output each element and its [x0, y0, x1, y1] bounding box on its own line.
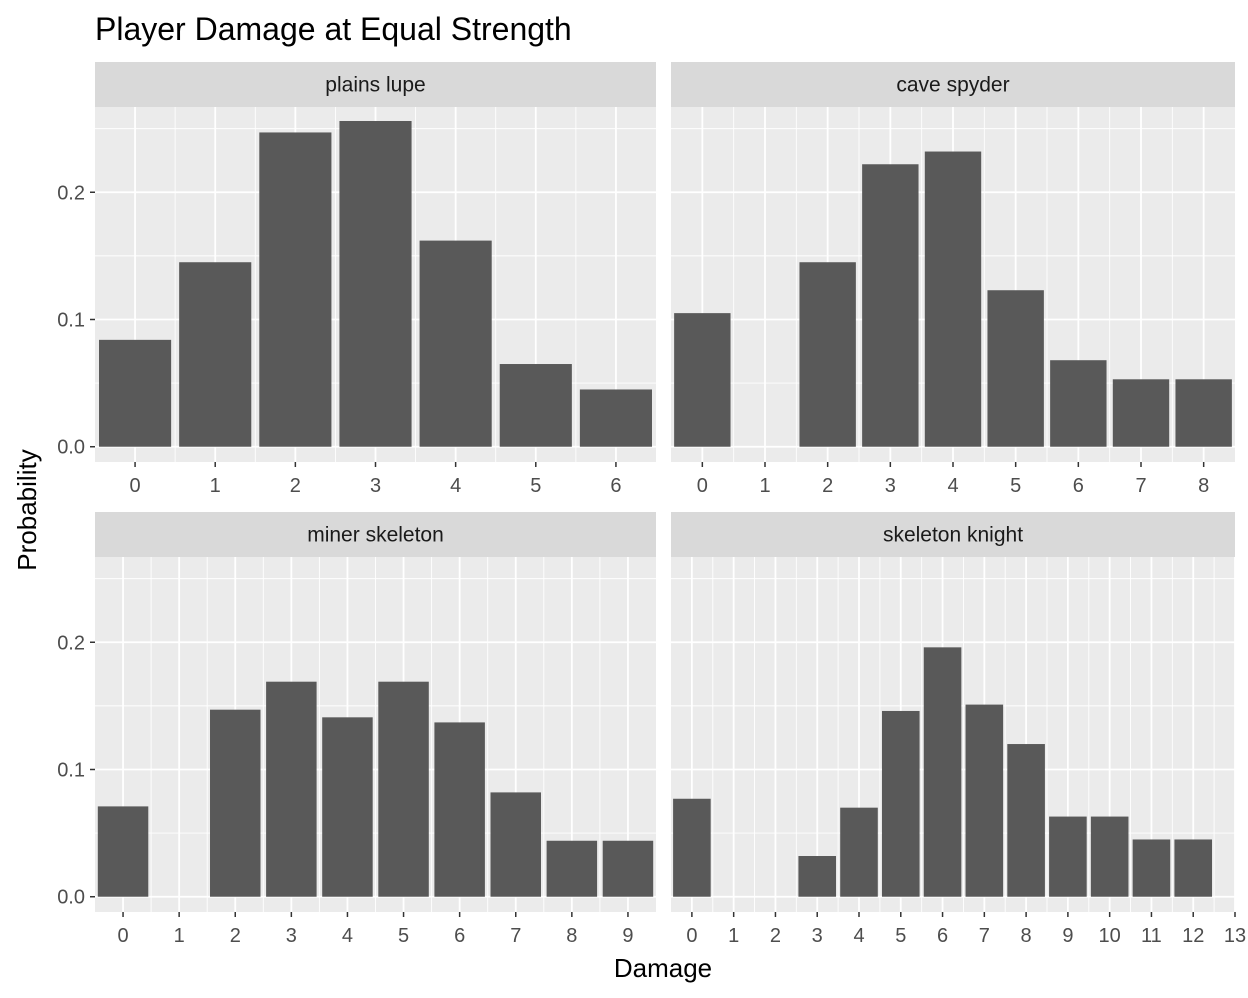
x-tick-label: 1 [759, 475, 770, 497]
x-tick-label: 4 [947, 475, 958, 497]
facet-strip [95, 512, 656, 557]
bar-11 [1132, 839, 1171, 897]
x-tick-label: 8 [566, 925, 577, 947]
bar-2 [259, 132, 332, 447]
x-tick-label: 6 [1073, 475, 1084, 497]
x-tick-label: 2 [230, 925, 241, 947]
x-tick-label: 5 [1010, 475, 1021, 497]
x-tick-label: 0 [130, 475, 141, 497]
x-tick-label: 1 [174, 925, 185, 947]
facet-strip-label: cave spyder [896, 74, 1009, 97]
x-tick-label: 10 [1099, 925, 1121, 947]
y-axis-title: Probability [12, 449, 42, 570]
bar-2 [210, 709, 261, 897]
bar-6 [923, 647, 962, 897]
y-tick-label: 0.1 [57, 759, 85, 781]
x-tick-label: 9 [1062, 925, 1073, 947]
bar-8 [1175, 379, 1232, 447]
bar-5 [881, 710, 920, 897]
bar-2 [799, 262, 856, 447]
x-tick-label: 3 [286, 925, 297, 947]
panel-miner-skeleton: miner skeleton 0.0 0.1 0.2 0 1 2 3 4 5 6 7 8 9 [57, 512, 656, 947]
bar-10 [1090, 816, 1129, 897]
bar-7 [965, 704, 1004, 897]
bar-5 [987, 290, 1044, 447]
bar-0 [674, 313, 731, 447]
bar-5 [499, 364, 572, 447]
x-tick-label: 5 [895, 925, 906, 947]
x-tick-label: 13 [1224, 925, 1246, 947]
bar-4 [322, 717, 373, 897]
x-tick-label: 2 [290, 475, 301, 497]
bar-5 [378, 681, 429, 897]
x-tick-label: 1 [210, 475, 221, 497]
bar-3 [798, 856, 837, 897]
x-tick-label: 1 [728, 925, 739, 947]
x-tick-label: 3 [812, 925, 823, 947]
x-tick-label: 8 [1198, 475, 1209, 497]
bar-6 [434, 722, 485, 897]
bar-3 [339, 120, 412, 447]
bar-9 [602, 840, 654, 897]
x-tick-label: 7 [979, 925, 990, 947]
x-tick-label: 8 [1021, 925, 1032, 947]
x-tick-label: 6 [610, 475, 621, 497]
facet-strip-label: plains lupe [325, 74, 425, 97]
x-tick-label: 5 [530, 475, 541, 497]
x-tick-label: 2 [822, 475, 833, 497]
facet-strip [671, 512, 1235, 557]
bar-0 [97, 806, 149, 897]
bar-1 [179, 262, 252, 447]
facet-strip [671, 62, 1235, 107]
x-tick-label: 6 [454, 925, 465, 947]
x-tick-label: 7 [510, 925, 521, 947]
x-tick-label: 12 [1182, 925, 1204, 947]
x-tick-label: 9 [622, 925, 633, 947]
y-tick-label: 0.0 [57, 887, 85, 909]
bar-7 [1112, 379, 1170, 447]
bar-0 [99, 339, 172, 447]
panel-plains-lupe: plains lupe 0.0 0.1 0.2 0 1 2 3 4 5 6 [57, 62, 656, 497]
facet-strip [95, 62, 656, 107]
x-tick-label: 4 [853, 925, 864, 947]
y-tick-label: 0.1 [57, 309, 85, 331]
bar-3 [266, 681, 317, 897]
facet-strip-label: skeleton knight [883, 524, 1023, 547]
bar-4 [924, 151, 982, 447]
bar-4 [840, 807, 878, 897]
bar-3 [862, 164, 919, 447]
x-tick-label: 3 [370, 475, 381, 497]
x-tick-label: 11 [1141, 925, 1162, 947]
facet-strip-label: miner skeleton [307, 524, 444, 547]
bar-8 [1007, 744, 1045, 897]
chart-title: Player Damage at Equal Strength [95, 11, 572, 47]
bar-0 [673, 798, 711, 897]
x-tick-label: 4 [342, 925, 353, 947]
x-tick-label: 6 [937, 925, 948, 947]
y-tick-label: 0.2 [57, 632, 85, 654]
y-tick-label: 0.0 [57, 437, 85, 459]
bar-9 [1049, 816, 1087, 897]
bar-8 [546, 840, 598, 897]
y-tick-label: 0.2 [57, 182, 85, 204]
x-tick-label: 4 [450, 475, 461, 497]
x-axis-title: Damage [614, 953, 712, 983]
x-tick-label: 7 [1135, 475, 1146, 497]
x-tick-label: 3 [885, 475, 896, 497]
x-tick-label: 0 [686, 925, 697, 947]
panel-cave-spyder: cave spyder 0 1 2 3 4 5 6 7 8 [671, 62, 1235, 497]
bar-7 [490, 792, 541, 897]
bar-12 [1174, 839, 1213, 897]
x-tick-label: 0 [697, 475, 708, 497]
x-tick-label: 0 [117, 925, 128, 947]
x-tick-label: 5 [398, 925, 409, 947]
bar-4 [419, 240, 492, 447]
bar-6 [579, 389, 652, 447]
x-tick-label: 2 [770, 925, 781, 947]
bar-6 [1050, 360, 1107, 447]
